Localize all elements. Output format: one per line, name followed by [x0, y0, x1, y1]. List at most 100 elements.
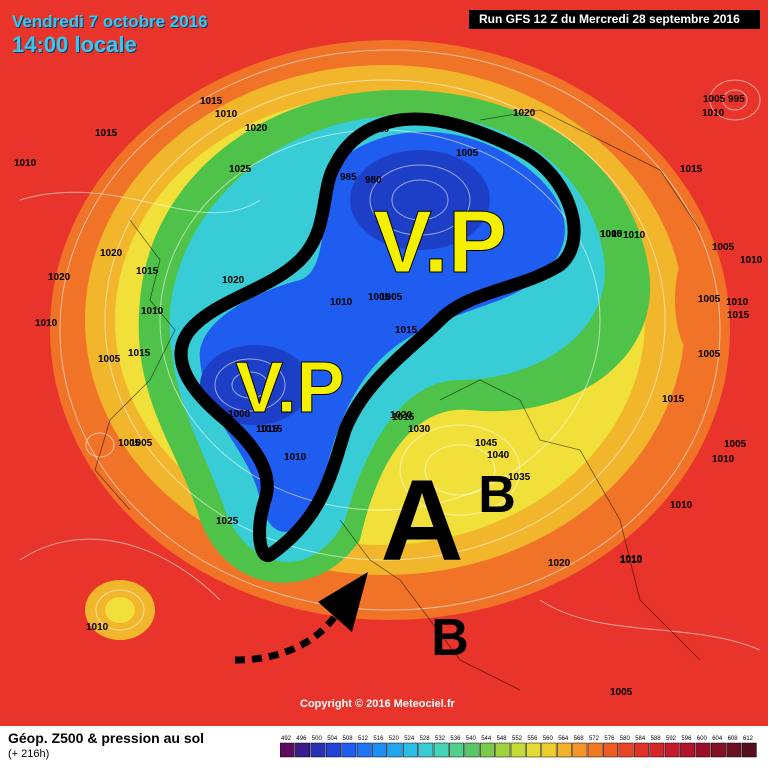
flow-arrow-tail	[234, 598, 349, 664]
isobar-label: 1010	[620, 554, 643, 565]
isobar-label: 1005	[724, 439, 747, 450]
scale-tick-label: 520	[389, 736, 400, 742]
isobar-label: 1005	[600, 229, 623, 240]
low-pressure-label-south: B	[431, 609, 469, 667]
scale-swatch	[710, 742, 726, 758]
isobar-label: 1010	[600, 229, 623, 240]
isobar-label: 1020	[513, 108, 536, 119]
scale-swatch	[280, 742, 295, 758]
isobar-label: 1015	[727, 310, 750, 321]
isobar-label: 1010	[284, 452, 307, 463]
isobar-label: 1015	[95, 128, 118, 139]
isobar-label: 1015	[395, 325, 418, 336]
forecast-date: Vendredi 7 octobre 2016	[12, 12, 208, 31]
scale-swatch	[387, 742, 403, 758]
legend-title: Géop. Z500 & pression au sol	[8, 730, 205, 746]
scale-swatch	[449, 742, 465, 758]
scale-swatch	[310, 742, 326, 758]
scale-tick-label: 556	[527, 736, 538, 742]
scale-tick-label: 524	[404, 736, 415, 742]
isobar-label: 1020	[222, 275, 245, 286]
isobar-label: 1020	[48, 272, 71, 283]
scale-tick-label: 512	[358, 736, 369, 742]
scale-tick-label: 560	[543, 736, 554, 742]
scale-tick-label: 500	[312, 736, 323, 742]
isobar-label: 1010	[712, 454, 735, 465]
scale-swatch	[325, 742, 341, 758]
scale-tick-label: 596	[681, 736, 692, 742]
geopotential-map: V.P V.P A B B 1015 1010 1015 1020 1025 1…	[14, 40, 763, 698]
scale-tick-label: 504	[327, 736, 338, 742]
isobar-label: 980	[365, 175, 382, 186]
isobar-label: 1020	[390, 410, 413, 421]
isobar-label: 1010	[35, 318, 58, 329]
isobar-label: 1010	[670, 500, 693, 511]
isobar-label: 1010	[620, 555, 643, 566]
isobar-label: 1020	[548, 558, 571, 569]
scale-swatch	[464, 742, 480, 758]
isobar-label: 1015	[260, 424, 283, 435]
scale-tick-label: 548	[497, 736, 508, 742]
scale-swatch	[526, 742, 542, 758]
isobar-label: 1010	[141, 306, 164, 317]
isobar-label: 1015	[662, 394, 685, 405]
scale-tick-label: 536	[450, 736, 461, 742]
isobar-label: 1010	[726, 297, 749, 308]
isobar-label: 1015	[680, 164, 703, 175]
isobar-label: 985	[340, 172, 357, 183]
scale-swatch	[726, 742, 742, 758]
flow-arrow-head	[318, 572, 368, 632]
scale-tick-label: 552	[512, 736, 523, 742]
scale-tick-label: 584	[635, 736, 646, 742]
scale-tick-label: 532	[435, 736, 446, 742]
scale-tick-label: 572	[589, 736, 600, 742]
isobar-label: 1005	[118, 438, 141, 449]
forecast-time: 14:00 locale	[12, 32, 137, 57]
scale-tick-label: 608	[728, 736, 739, 742]
scale-swatch	[479, 742, 495, 758]
scale-swatch	[402, 742, 418, 758]
isobar-label: 1010	[215, 109, 238, 120]
scale-tick-label: 568	[574, 736, 585, 742]
scale-tick-label: 604	[712, 736, 723, 742]
isobar-label: 1005	[698, 294, 721, 305]
scale-swatch	[510, 742, 526, 758]
isobar-label: 1025	[216, 516, 239, 527]
isobar-label: 1005	[456, 148, 479, 159]
scale-tick-label: 544	[481, 736, 492, 742]
isobar-label: 1035	[508, 472, 531, 483]
scale-swatch	[541, 742, 557, 758]
isobar-label: 1005	[368, 292, 391, 303]
scale-swatch	[649, 742, 665, 758]
scale-tick-label: 600	[697, 736, 708, 742]
scale-tick-label: 576	[604, 736, 615, 742]
scale-swatch	[741, 742, 757, 758]
scale-tick-label: 612	[743, 736, 754, 742]
vortex-label-north: V.P	[373, 192, 507, 291]
isobar-label: 1020	[245, 123, 268, 134]
isobar-label: 1020	[100, 248, 123, 259]
scale-swatch	[587, 742, 603, 758]
high-pressure-label: A	[380, 457, 463, 585]
isobar-label: 1015	[392, 412, 415, 423]
scale-swatch	[695, 742, 711, 758]
scale-tick-label: 496	[296, 736, 307, 742]
isobar-label: 1000	[228, 409, 251, 420]
scale-tick-label: 580	[620, 736, 631, 742]
scale-swatch	[433, 742, 449, 758]
color-scale: 492 496 500 504 508 512 516 520 524 528 532 536 540 5…	[280, 736, 757, 758]
model-run-label: Run GFS 12 Z du Mercredi 28 septembre 20…	[469, 10, 760, 29]
scale-tick-label: 492	[281, 736, 292, 742]
isobar-label: 1010	[330, 297, 353, 308]
isobar-label: 1025	[229, 164, 252, 175]
scale-swatch	[418, 742, 434, 758]
scale-swatch	[372, 742, 388, 758]
legend-subtitle: (+ 216h)	[8, 748, 50, 760]
isobar-label: 1010	[14, 158, 37, 169]
ridge-blob-sw-core	[105, 597, 135, 623]
isobar-label: 1005	[98, 354, 121, 365]
isobar-label: 1010	[623, 230, 646, 241]
scale-swatch	[356, 742, 372, 758]
isobar-label: 1005	[380, 292, 403, 303]
